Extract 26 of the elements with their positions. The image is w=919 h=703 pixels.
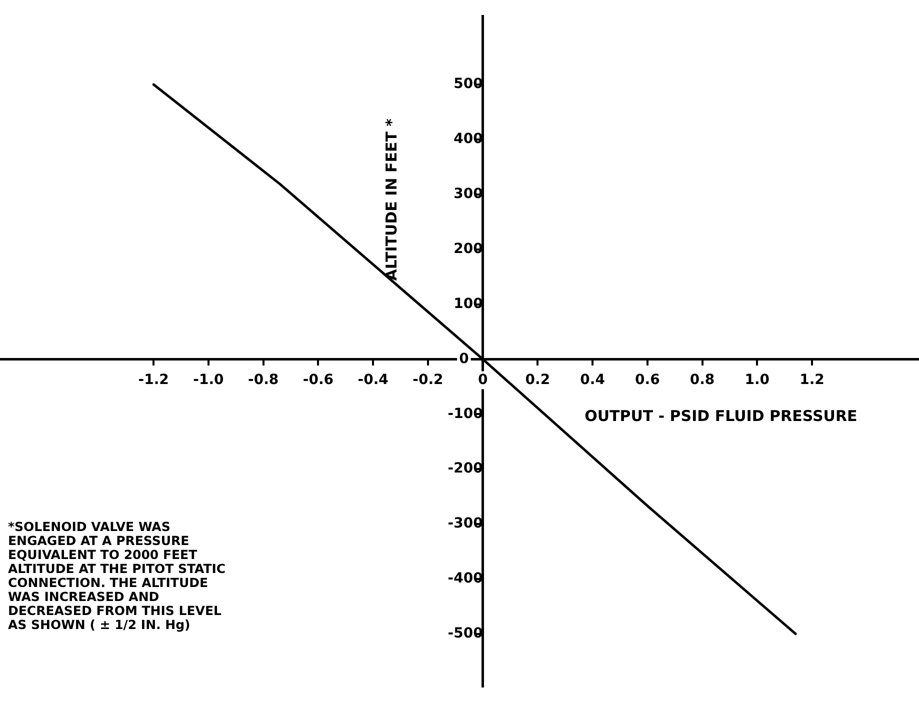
x-tick-label: -1.0 bbox=[193, 372, 224, 388]
x-tick-label: 1.0 bbox=[744, 372, 770, 388]
x-tick-label: -0.4 bbox=[358, 372, 389, 388]
y-tick-label: 300 bbox=[454, 186, 484, 202]
x-tick-label: 0.8 bbox=[690, 372, 715, 388]
x-tick-label: 1.2 bbox=[800, 372, 824, 388]
y-tick-label: -200 bbox=[448, 460, 484, 477]
x-tick-label: 0.4 bbox=[580, 372, 606, 388]
x-tick-label: -1.2 bbox=[138, 372, 169, 388]
y-tick-label: -500 bbox=[448, 626, 484, 642]
x-axis-title: OUTPUT - PSID FLUID PRESSURE bbox=[584, 407, 858, 426]
y-tick-label: -100 bbox=[448, 406, 484, 422]
y-tick-label: -400 bbox=[448, 570, 484, 587]
x-tick-label: 0.6 bbox=[635, 372, 660, 388]
y-tick-label: 100 bbox=[454, 296, 484, 312]
y-axis-title: ALTITUDE IN FEET * bbox=[382, 118, 401, 281]
y-tick-label: 400 bbox=[454, 131, 484, 148]
x-tick-label: -0.8 bbox=[248, 372, 279, 388]
x-tick-label: 0.2 bbox=[525, 372, 550, 388]
y-tick-label: 0 bbox=[459, 350, 470, 367]
y-tick-label: -300 bbox=[448, 516, 484, 532]
y-tick-label: 200 bbox=[454, 240, 484, 257]
annotation: *SOLENOID VALVE WAS ENGAGED AT A PRESSURE EQUIVALENT TO 2000 FEET ALTITUDE AT THE PITOT STATIC CONNECTION. THE ALTITUDE WAS INCREASED AND DECREASED FROM THIS LEVEL AS SHOWN ( ± 1/2 IN. Hg) bbox=[8, 519, 227, 632]
y-tick-label: 500 bbox=[454, 76, 484, 92]
x-tick-label: -0.6 bbox=[302, 372, 334, 388]
x-tick-label: -0.2 bbox=[412, 372, 444, 388]
